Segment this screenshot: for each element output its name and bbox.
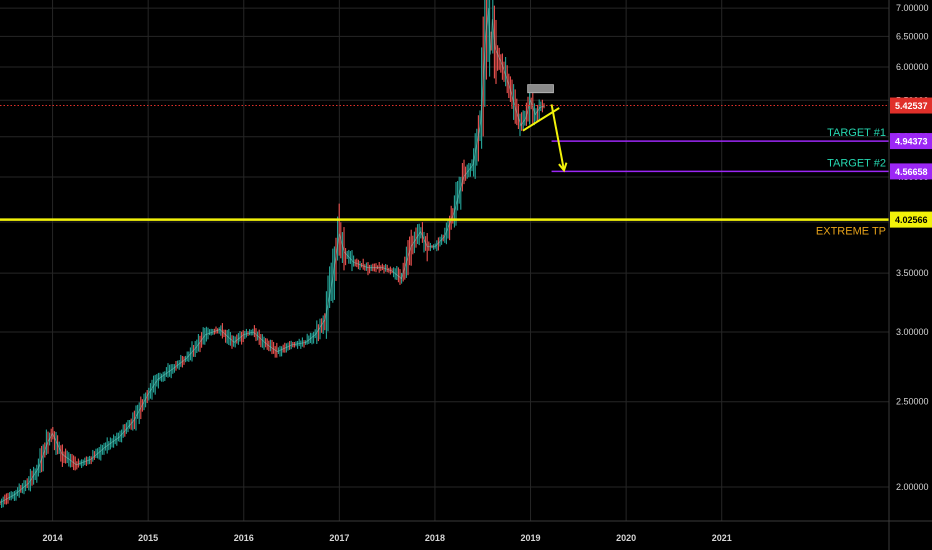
y-tick-label: 2.00000	[896, 482, 929, 492]
level-annotation: EXTREME TP	[816, 226, 886, 238]
y-tick-label: 6.00000	[896, 62, 929, 72]
price-tag	[890, 133, 932, 150]
chart-drawings	[522, 84, 568, 173]
rectangle-drawing[interactable]	[527, 84, 554, 94]
arrow-shaft[interactable]	[550, 104, 565, 171]
price-tag	[890, 163, 932, 180]
price-tag-label: 5.42537	[895, 101, 928, 111]
y-tick-label: 2.50000	[896, 397, 929, 407]
x-tick-label: 2016	[234, 533, 254, 543]
price-tag-label: 4.56658	[895, 167, 928, 177]
level-annotation: TARGET #2	[827, 157, 886, 169]
x-tick-label: 2020	[616, 533, 636, 543]
price-tag	[890, 211, 932, 228]
y-tick-label: 3.50000	[896, 268, 929, 278]
x-tick-label: 2021	[712, 533, 732, 543]
x-tick-label: 2015	[138, 533, 158, 543]
price-tags: 5.42537 4.94373 4.56658 4.02566	[890, 97, 932, 228]
grid-lines	[0, 0, 889, 521]
price-tag-label: 4.02566	[895, 215, 928, 225]
arrow-head-icon	[558, 162, 568, 173]
series-line	[0, 8, 545, 503]
price-tag	[890, 97, 932, 114]
x-tick-label: 2018	[425, 533, 445, 543]
price-tag-label: 4.94373	[895, 137, 928, 147]
y-tick-label: 3.00000	[896, 327, 929, 337]
x-axis[interactable]: 2014 2015 2016 2017 2018 2019 2020 2021	[43, 533, 732, 543]
y-tick-label: 6.50000	[896, 31, 929, 41]
x-tick-label: 2019	[521, 533, 541, 543]
x-tick-label: 2014	[43, 533, 63, 543]
price-series	[0, 0, 545, 508]
level-annotation: TARGET #1	[827, 127, 886, 139]
x-tick-label: 2017	[329, 533, 349, 543]
y-tick-label: 7.00000	[896, 3, 929, 13]
price-levels: TARGET #1 TARGET #2 EXTREME TP	[0, 105, 889, 238]
